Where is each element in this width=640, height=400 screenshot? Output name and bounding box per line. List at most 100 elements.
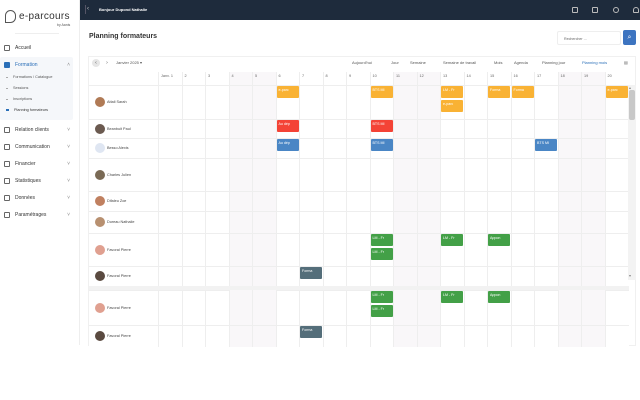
day-column: [205, 290, 229, 347]
event[interactable]: Forma: [511, 86, 534, 98]
event[interactable]: e-parc: [441, 100, 463, 112]
database-icon: [4, 195, 10, 201]
user-icon[interactable]: [633, 7, 639, 13]
trainer-row: [89, 158, 629, 191]
scrollbar-thumb[interactable]: [629, 90, 635, 120]
divider: [85, 5, 86, 14]
event[interactable]: BTS MI: [535, 139, 557, 151]
view-2[interactable]: Semaine: [410, 60, 426, 65]
sidebar-item-7[interactable]: Paramétrages ˅: [0, 210, 80, 220]
search-button[interactable]: ⌕: [623, 30, 636, 45]
formation-icon: [4, 62, 10, 68]
day-column: [181, 290, 206, 347]
avatar: [95, 244, 105, 255]
event[interactable]: BTS MI: [370, 86, 393, 98]
day-column: [252, 72, 276, 347]
trainer-name[interactable]: Dureau Nathalie: [107, 220, 135, 224]
day-header: 6: [278, 74, 281, 78]
event[interactable]: BTS MI: [370, 139, 393, 151]
view-7[interactable]: Planning mois: [582, 60, 608, 65]
event[interactable]: Appon: [488, 234, 510, 246]
trainer-row: [89, 138, 629, 158]
day-column: [534, 290, 558, 347]
day-column: [510, 72, 535, 347]
day-column: [463, 290, 488, 347]
trainer-name[interactable]: Difaleu Zoe: [107, 199, 127, 203]
event[interactable]: LM - Fr: [441, 234, 463, 246]
sidebar-item-5[interactable]: Statistiques ˅: [0, 176, 80, 186]
day-header: 16: [513, 74, 518, 78]
trainer-name[interactable]: Favoral Pierre: [107, 274, 131, 278]
view-6[interactable]: Planning jour: [542, 60, 566, 65]
scroll-up-icon[interactable]: ▴: [629, 85, 632, 90]
bullet-icon: [6, 76, 8, 78]
event[interactable]: Au dép: [276, 139, 299, 151]
scroll-down-icon[interactable]: ▾: [629, 273, 632, 278]
event[interactable]: Au dép: [276, 120, 299, 132]
sidebar-subitem-0[interactable]: Formations / Catalogue: [6, 75, 52, 79]
avatar: [95, 302, 105, 313]
event[interactable]: LM - Fr: [441, 86, 463, 98]
view-5[interactable]: Agenda: [514, 60, 528, 65]
trainer-name[interactable]: Charles Julien: [107, 172, 132, 177]
trainer-name[interactable]: Favoral Pierre: [107, 305, 131, 310]
sidebar-item-1[interactable]: Formation ˄: [0, 60, 80, 70]
trainer-name[interactable]: Favoral Pierre: [107, 334, 131, 338]
greeting: Bonjour Dupond Nathalie: [99, 7, 148, 12]
view-1[interactable]: Jour: [391, 60, 399, 65]
event[interactable]: Forma: [300, 267, 322, 279]
chevron-down-icon: ˅: [67, 127, 70, 133]
day-header: Janv. 1: [161, 74, 173, 78]
day-header: 15: [490, 74, 495, 78]
event[interactable]: LM - Fr: [370, 234, 393, 246]
day-column: [205, 72, 229, 347]
day-column: [299, 290, 323, 347]
view-3[interactable]: Semaine de travail: [443, 60, 477, 65]
chevron-up-icon: ˄: [67, 62, 70, 68]
event[interactable]: e-parc: [605, 86, 628, 98]
sidebar-subitem-label: Formations / Catalogue: [13, 75, 53, 79]
day-header: 20: [607, 74, 612, 78]
print-icon[interactable]: ▤: [624, 60, 628, 65]
day-column: [346, 72, 370, 347]
trainer-row: [89, 191, 629, 211]
help-icon[interactable]: [613, 7, 619, 13]
sidebar-item-2[interactable]: Relation clients ˅: [0, 125, 80, 135]
event[interactable]: Appon: [488, 291, 510, 303]
sidebar-item-4[interactable]: Financier ˅: [0, 159, 80, 169]
view-4[interactable]: Mois: [494, 60, 503, 65]
avatar: [95, 331, 105, 341]
sidebar-item-6[interactable]: Données ˅: [0, 193, 80, 203]
event[interactable]: e-parc: [276, 86, 299, 98]
note-icon[interactable]: [592, 7, 598, 13]
sidebar-item-0[interactable]: Accueil: [0, 43, 80, 53]
logo[interactable]: e-parcours by Aanis: [5, 10, 70, 27]
search-input[interactable]: Rechercher ...: [557, 31, 621, 45]
sidebar-subitem-3[interactable]: Planning formateurs: [6, 108, 48, 112]
collapse-sidebar-icon[interactable]: ‹: [87, 6, 89, 12]
trainer-name[interactable]: Favoral Pierre: [107, 247, 131, 252]
event[interactable]: LM - Fr: [441, 291, 463, 303]
event[interactable]: BTS MI: [370, 120, 393, 132]
prev-month-button[interactable]: ‹: [92, 59, 100, 67]
trainer-name[interactable]: Attali Sarah: [107, 100, 127, 104]
sidebar-item-label: Relation clients: [15, 127, 49, 133]
event[interactable]: Forma: [300, 326, 322, 338]
event[interactable]: LM - Fr: [370, 291, 393, 303]
next-month-button[interactable]: ›: [106, 60, 108, 66]
trainer-name[interactable]: Besso Alexis: [107, 146, 129, 150]
view-0[interactable]: Aujourd'hui: [352, 60, 372, 65]
event[interactable]: Forma: [488, 86, 510, 98]
day-header: 10: [372, 74, 377, 78]
trainer-name[interactable]: Beanbuit Paul: [107, 126, 131, 131]
sidebar-subitem-1[interactable]: Sessions: [6, 86, 28, 90]
trainer-row: [89, 325, 629, 347]
scrollbar[interactable]: ▴ ▾: [628, 85, 636, 280]
calendar: ‹ › Janvier 2025 ▾ Aujourd'hui Jour Semain…: [88, 56, 636, 347]
calendar-icon[interactable]: [572, 7, 578, 13]
event[interactable]: LM - Fr: [370, 305, 393, 317]
sidebar-subitem-2[interactable]: Inscriptions: [6, 97, 32, 101]
event[interactable]: LM - Fr: [370, 248, 393, 260]
sidebar-item-3[interactable]: Communication ˅: [0, 142, 80, 152]
month-selector[interactable]: Janvier 2025 ▾: [116, 60, 143, 65]
